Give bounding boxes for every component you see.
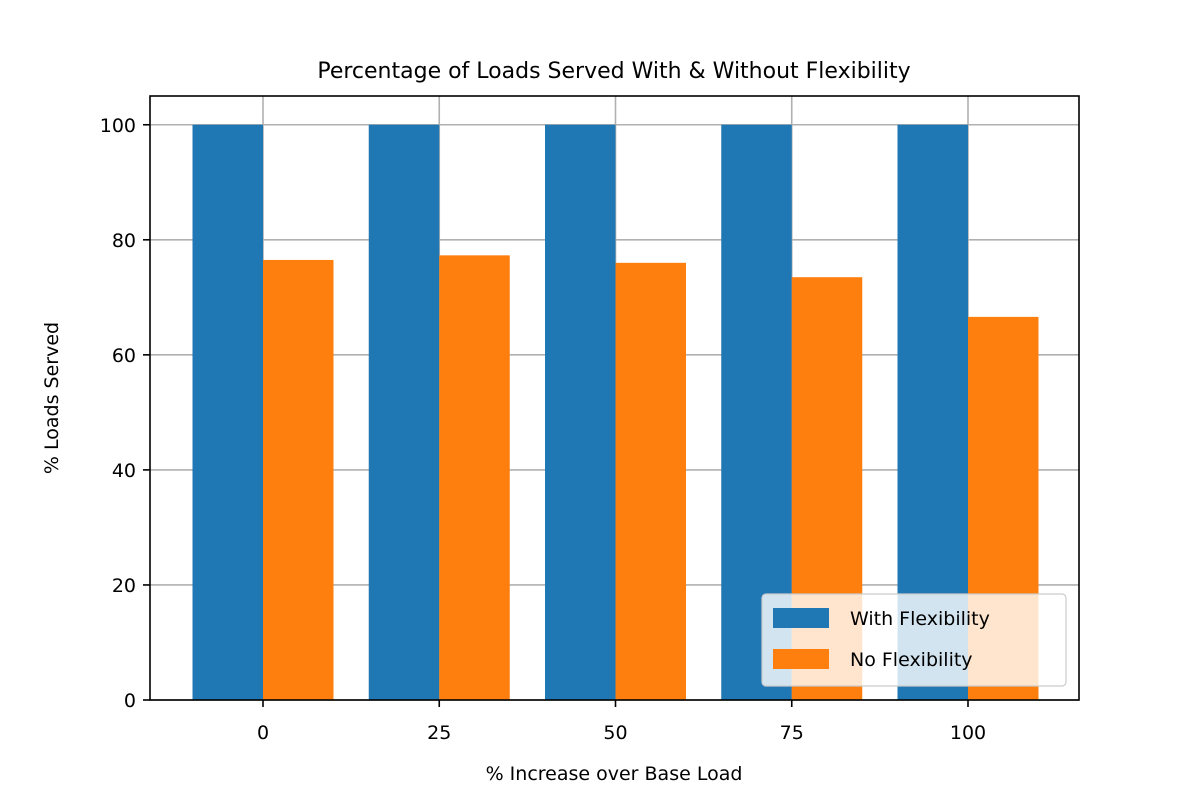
legend: With Flexibility No Flexibility xyxy=(761,593,1067,687)
legend-swatch-with-flexibility xyxy=(773,608,829,628)
bar-with-flexibility-0 xyxy=(192,124,263,700)
bar-no-flexibility-50 xyxy=(615,262,686,700)
legend-box xyxy=(761,593,1067,687)
axis-ticks: 0 20 40 60 80 100 0 25 50 75 100 xyxy=(100,115,986,744)
y-tick-label: 0 xyxy=(124,690,136,712)
x-axis-label: % Increase over Base Load xyxy=(486,763,743,785)
x-tick-label: 0 xyxy=(257,722,269,744)
y-tick-label: 80 xyxy=(112,230,136,252)
y-tick-label: 100 xyxy=(100,115,136,137)
y-axis-label: % Loads Served xyxy=(41,322,63,474)
bar-with-flexibility-50 xyxy=(545,124,616,700)
x-tick-label: 75 xyxy=(780,722,804,744)
plot-frame xyxy=(149,95,1080,701)
legend-label-with-flexibility: With Flexibility xyxy=(850,608,990,630)
legend-swatch-no-flexibility xyxy=(773,649,829,669)
bar-with-flexibility-25 xyxy=(368,124,440,700)
x-tick-label: 25 xyxy=(427,722,451,744)
bar-no-flexibility-25 xyxy=(439,255,510,701)
y-tick-label: 20 xyxy=(112,575,136,597)
y-tick-label: 40 xyxy=(112,460,136,482)
x-tick-label: 100 xyxy=(950,722,986,744)
chart-title: Percentage of Loads Served With & Withou… xyxy=(317,59,910,84)
bar-no-flexibility-0 xyxy=(263,259,334,700)
x-tick-label: 50 xyxy=(603,722,627,744)
legend-label-no-flexibility: No Flexibility xyxy=(850,649,973,671)
y-tick-label: 60 xyxy=(112,345,136,367)
